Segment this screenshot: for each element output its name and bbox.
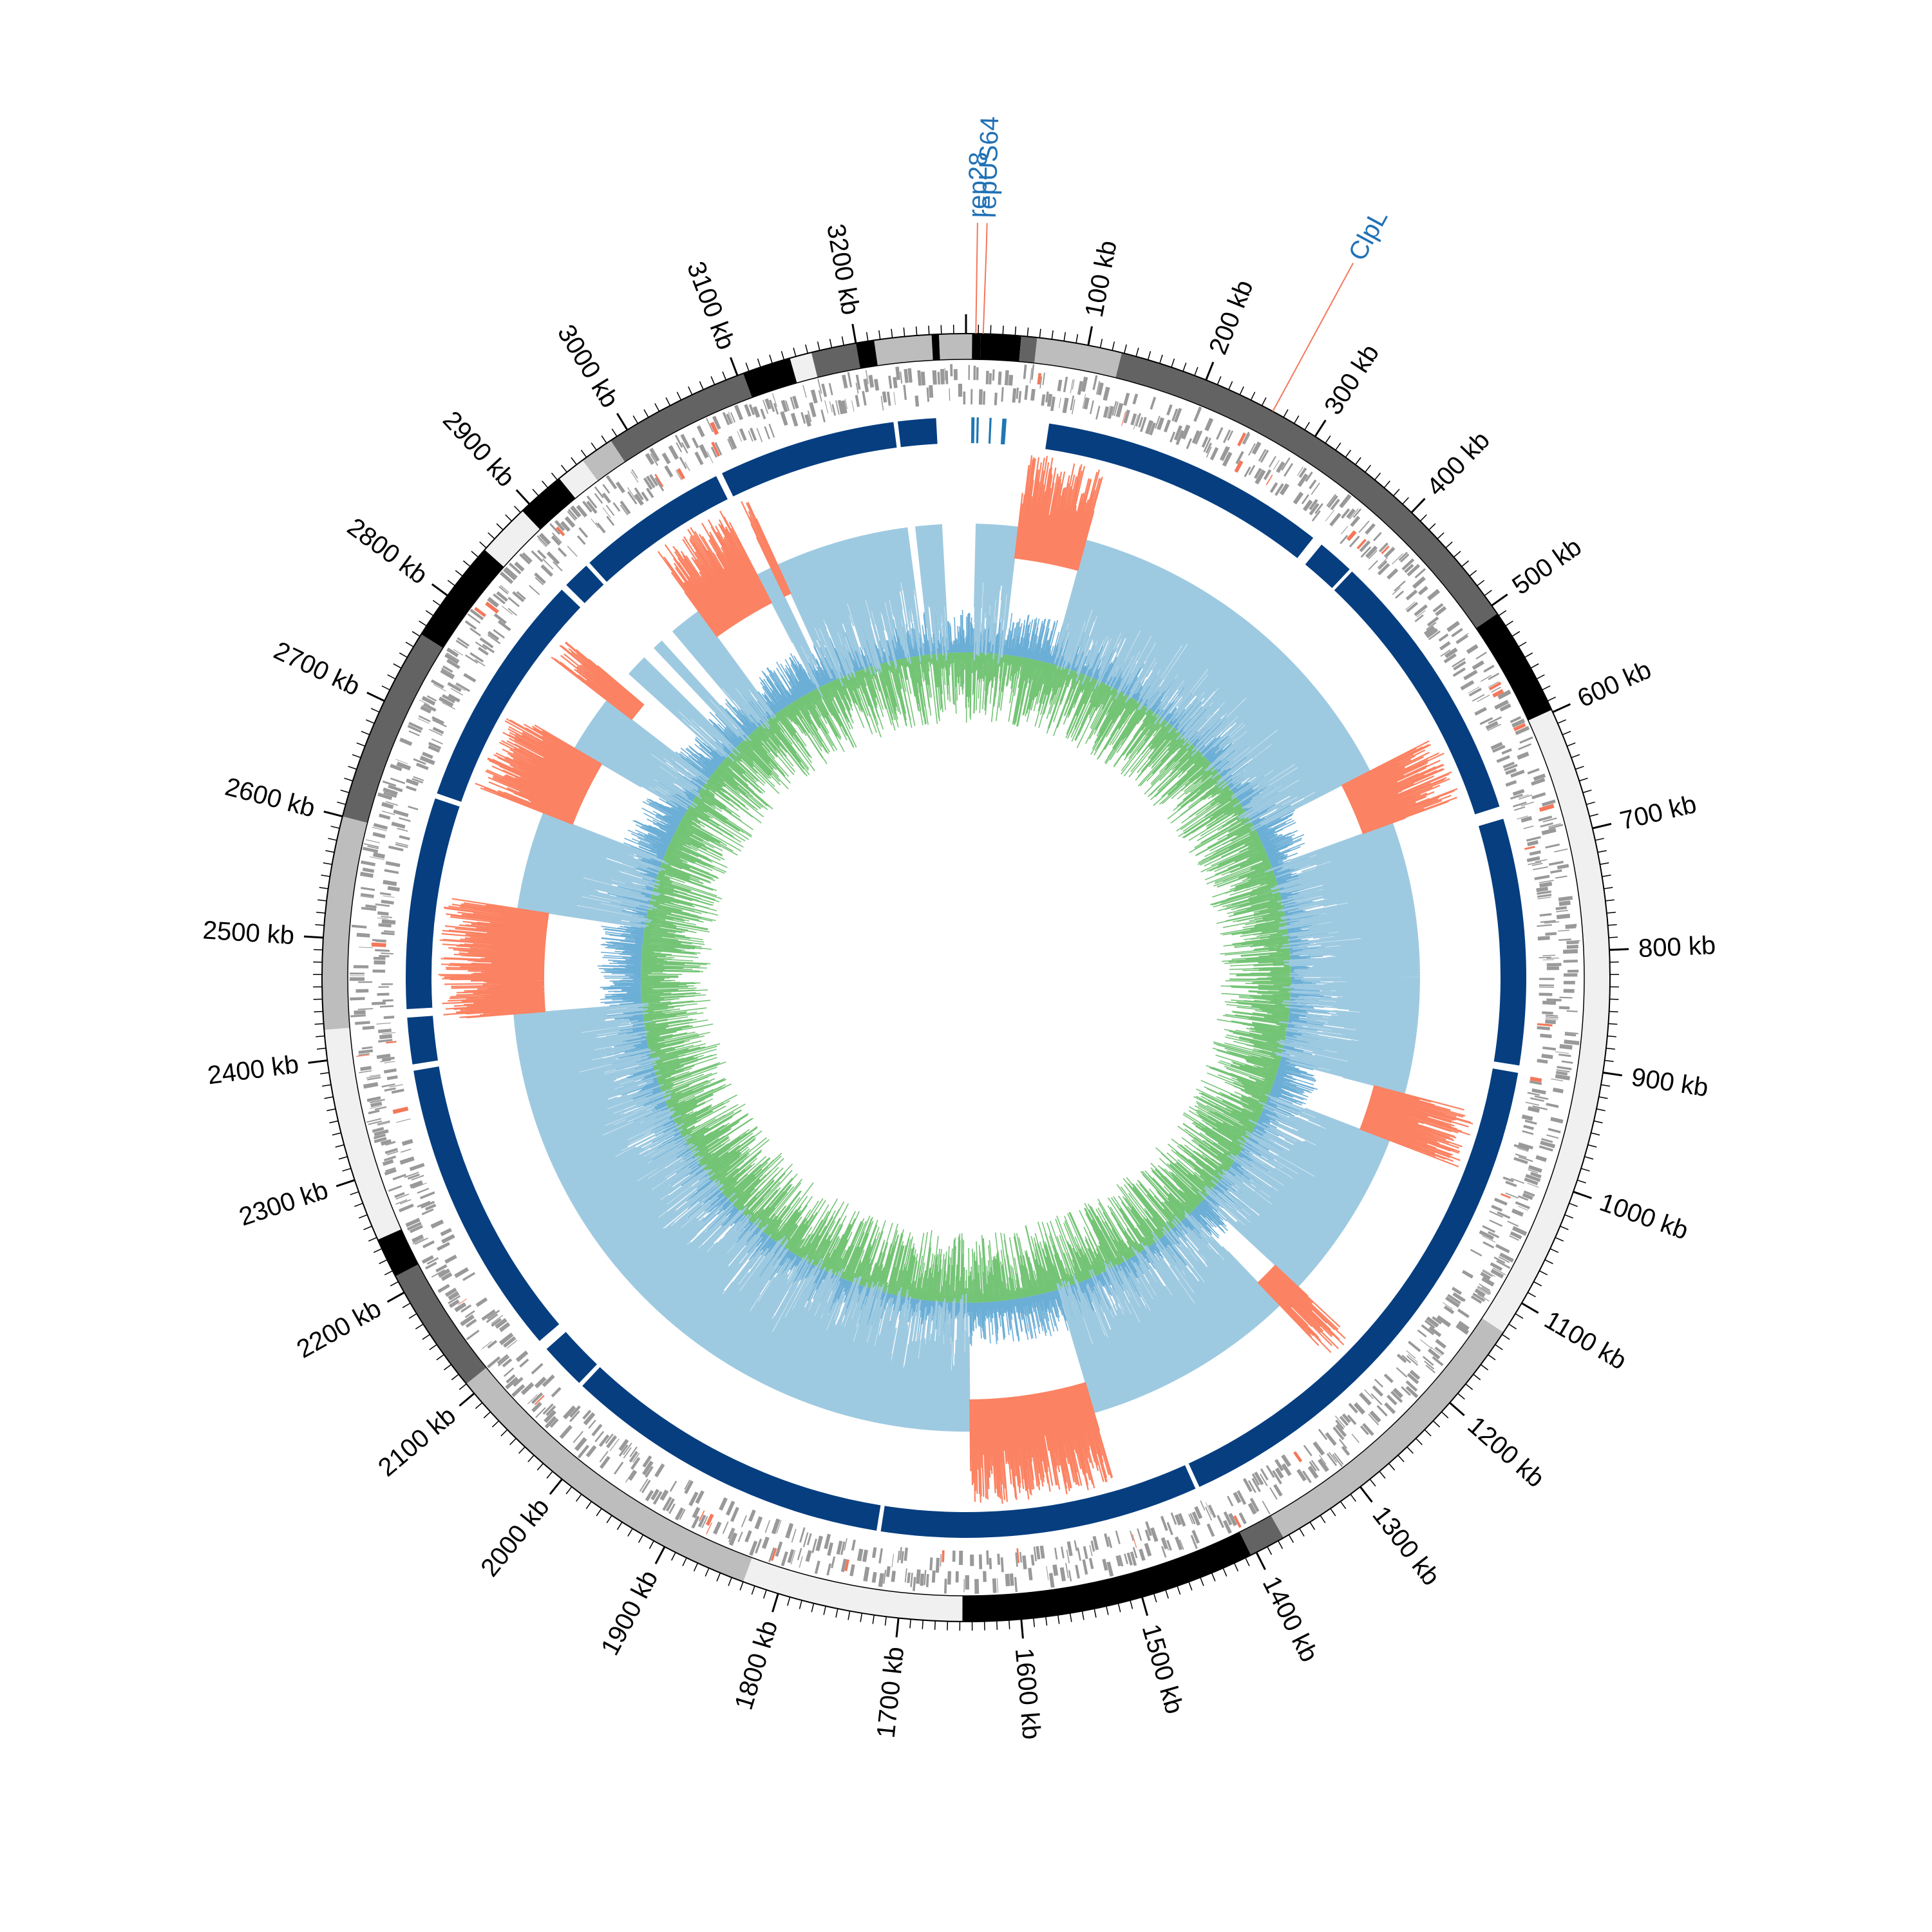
contig-segment-2 [980, 334, 1021, 362]
contig-segment-5 [1115, 352, 1497, 629]
contig-segment-27 [855, 340, 878, 369]
alignment-block-18 [722, 422, 897, 497]
tick-label-600: 600 kb [1573, 656, 1656, 714]
tick-label-2600: 2600 kb [222, 772, 318, 822]
contig-segment-29 [931, 334, 940, 361]
contig-segment-12 [466, 1367, 752, 1582]
gene-label-ClpL: ClpL [1343, 205, 1394, 265]
tick-label-2100: 2100 kb [373, 1401, 461, 1482]
tick-label-1800: 1800 kb [730, 1617, 784, 1713]
alignment-block-16 [566, 565, 604, 603]
alignment-block-2 [988, 417, 992, 444]
tick-label-400: 400 kb [1421, 426, 1495, 501]
contig-segment-3 [1019, 336, 1037, 363]
tick-label-2500: 2500 kb [202, 916, 296, 950]
tick-label-3200: 3200 kb [821, 222, 865, 317]
tick-label-1900: 1900 kb [596, 1566, 663, 1660]
contig-ring [321, 333, 1611, 1622]
gc-content-track [438, 455, 1473, 1504]
tick-label-100: 100 kb [1080, 238, 1122, 319]
contig-segment-30 [939, 334, 966, 360]
tick-label-3100: 3100 kb [681, 258, 741, 354]
gc-content-low [438, 455, 1473, 1504]
alignment-block-7 [1478, 819, 1526, 1066]
scale-ticks [303, 314, 1629, 1639]
alignment-block-5 [1305, 544, 1350, 589]
gene-label-repUS64: repUS64 [973, 116, 1004, 218]
annotation-leader-1 [982, 223, 988, 334]
tick-label-900: 900 kb [1629, 1063, 1710, 1102]
alignment-block-0 [971, 417, 975, 444]
tick-label-800: 800 kb [1638, 931, 1716, 963]
alignment-block-6 [1334, 571, 1500, 815]
contig-segment-14 [377, 1229, 419, 1276]
contig-segment-1 [972, 334, 981, 360]
alignment-block-3 [1000, 418, 1007, 445]
tick-label-3000: 3000 kb [552, 320, 624, 413]
tick-label-1000: 1000 kb [1596, 1188, 1692, 1245]
contig-segment-20 [522, 478, 576, 530]
alignment-block-1 [976, 417, 979, 444]
tick-label-2800: 2800 kb [342, 513, 433, 590]
contig-segment-6 [1475, 613, 1552, 721]
alignment-block-15 [437, 589, 581, 802]
tick-label-1300: 1300 kb [1367, 1501, 1445, 1591]
contig-segment-10 [962, 1531, 1251, 1622]
alignment-block-11 [546, 1332, 597, 1383]
tick-label-700: 700 kb [1617, 790, 1699, 836]
contig-segment-15 [324, 1027, 402, 1240]
tick-label-200: 200 kb [1204, 276, 1259, 359]
alignment-block-9 [880, 1465, 1196, 1539]
tick-label-2900: 2900 kb [437, 406, 520, 492]
contig-segment-19 [484, 511, 540, 567]
contig-segment-16 [321, 816, 368, 1030]
contig-segment-8 [1271, 1318, 1504, 1538]
alignment-block-4 [1045, 423, 1314, 558]
gene-label-rep28: rep28 [963, 152, 993, 218]
alignment-block-19 [897, 418, 938, 448]
contig-segment-0 [966, 334, 972, 360]
contig-segment-22 [582, 440, 625, 481]
contig-segment-9 [1239, 1515, 1284, 1555]
contig-segment-11 [743, 1557, 963, 1622]
alignment-block-track [406, 417, 1526, 1539]
contig-segment-21 [559, 460, 598, 498]
tick-label-1500: 1500 kb [1137, 1621, 1189, 1717]
alignment-block-14 [406, 798, 460, 1009]
major-ticks [303, 314, 1629, 1639]
alignment-block-8 [1188, 1068, 1519, 1487]
annotation-leader-0 [975, 223, 978, 334]
gc-content-high [513, 524, 1421, 1432]
contig-segment-28 [874, 334, 933, 366]
contig-segment-24 [743, 358, 797, 398]
alignment-block-10 [582, 1367, 881, 1531]
tick-label-1700: 1700 kb [872, 1645, 910, 1739]
tick-label-2300: 2300 kb [236, 1176, 332, 1232]
contig-segment-13 [395, 1264, 487, 1384]
annotation-leader-2 [1272, 262, 1354, 412]
tick-label-300: 300 kb [1319, 339, 1385, 420]
contig-segment-23 [611, 373, 752, 462]
contig-segment-25 [790, 352, 818, 383]
tick-label-2000: 2000 kb [475, 1493, 555, 1582]
contig-segment-17 [342, 634, 443, 823]
contig-segment-4 [1034, 337, 1122, 378]
contig-segment-18 [421, 549, 504, 649]
minor-ticks [313, 325, 1619, 1631]
tick-label-2400: 2400 kb [206, 1050, 301, 1090]
tick-label-1600: 1600 kb [1010, 1647, 1046, 1741]
tick-label-1400: 1400 kb [1257, 1572, 1323, 1667]
tick-label-1100: 1100 kb [1540, 1305, 1632, 1375]
alignment-block-12 [413, 1066, 560, 1341]
tick-label-1200: 1200 kb [1462, 1411, 1549, 1493]
contig-inner-outline [347, 359, 1585, 1596]
contig-segment-26 [811, 343, 860, 378]
alignment-block-13 [407, 1016, 439, 1065]
tick-label-2700: 2700 kb [269, 636, 364, 701]
tick-label-500: 500 kb [1507, 533, 1586, 600]
alignment-block-17 [589, 476, 728, 582]
tick-label-2200: 2200 kb [292, 1294, 386, 1364]
